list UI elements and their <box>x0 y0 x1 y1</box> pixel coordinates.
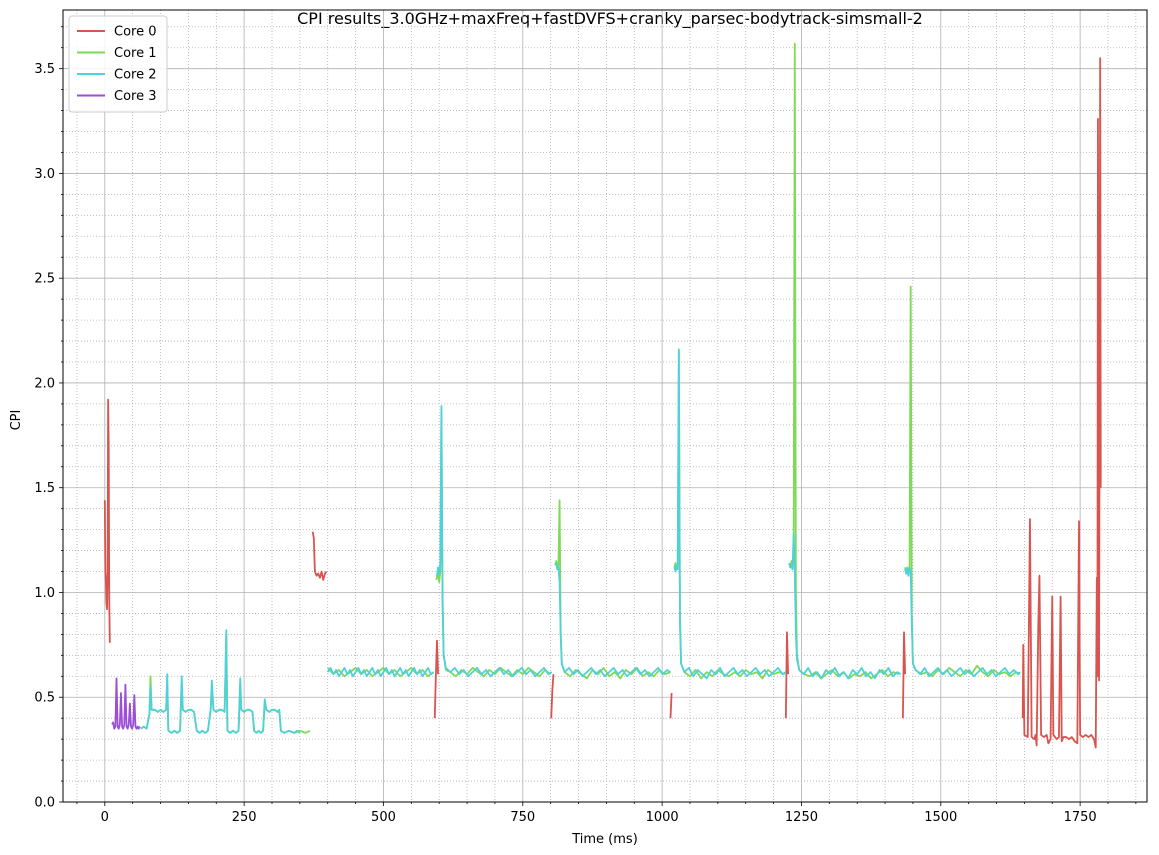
series-core-0 <box>103 57 1102 749</box>
legend: Core 0 Core 1 Core 2 Core 3 <box>68 15 168 113</box>
y-tick-label: 2.5 <box>34 272 55 287</box>
x-axis-label: Time (ms) <box>571 832 638 847</box>
legend-entry-label: Core 3 <box>114 89 157 104</box>
plot-frame <box>62 9 1148 803</box>
series-line-segment <box>673 348 787 680</box>
minor-grid <box>63 10 1147 802</box>
series-line-segment <box>103 398 111 643</box>
legend-entry-label: Core 0 <box>114 25 157 40</box>
axis-ticks: 0 250 500 750 1000 1250 1500 1750 0.0 0.5 1.0 1.5 2.… <box>34 26 1137 825</box>
series-line-segment <box>140 629 301 734</box>
x-tick-label: 1500 <box>924 810 957 825</box>
series-layer <box>103 42 1102 749</box>
x-tick-label: 750 <box>510 810 535 825</box>
series-line-segment <box>904 566 1021 678</box>
series-line-segment <box>435 413 552 678</box>
y-axis-label: CPI <box>9 410 24 431</box>
y-tick-label: 0.5 <box>34 691 55 706</box>
series-line-segment <box>554 562 671 678</box>
y-tick-label: 1.5 <box>34 481 55 496</box>
chart-title: CPI results_3.0GHz+maxFreq+fastDVFS+cran… <box>297 9 923 29</box>
series-line-segment <box>904 285 1021 678</box>
x-tick-label: 250 <box>232 810 257 825</box>
series-line-segment <box>311 531 328 581</box>
y-tick-label: 0.0 <box>34 796 55 811</box>
legend-entry-label: Core 2 <box>114 68 157 83</box>
x-tick-label: 1000 <box>646 810 679 825</box>
legend-box <box>68 15 168 113</box>
series-line-segment <box>111 677 141 730</box>
series-line-segment <box>901 631 907 719</box>
series-core-3 <box>111 677 141 730</box>
y-tick-label: 3.5 <box>34 62 55 77</box>
series-line-segment <box>433 639 439 719</box>
series-line-segment <box>326 667 435 678</box>
series-line-segment <box>788 532 902 680</box>
x-tick-label: 1250 <box>785 810 818 825</box>
series-line-segment <box>436 405 553 678</box>
series-line-segment <box>669 693 673 719</box>
y-tick-label: 1.0 <box>34 586 55 601</box>
series-core-2 <box>140 348 1021 734</box>
series-line-segment <box>550 674 555 719</box>
series-line-segment <box>673 350 786 680</box>
y-tick-label: 3.0 <box>34 167 55 182</box>
x-tick-label: 0 <box>101 810 109 825</box>
series-core-1 <box>140 42 1021 734</box>
series-line-segment <box>554 499 671 680</box>
series-line-segment <box>784 631 789 719</box>
series-line-segment <box>1021 57 1102 749</box>
x-tick-label: 1750 <box>1064 810 1097 825</box>
series-line-segment <box>788 42 900 680</box>
x-tick-label: 500 <box>371 810 396 825</box>
y-tick-label: 2.0 <box>34 376 55 391</box>
legend-entry-label: Core 1 <box>114 46 157 61</box>
